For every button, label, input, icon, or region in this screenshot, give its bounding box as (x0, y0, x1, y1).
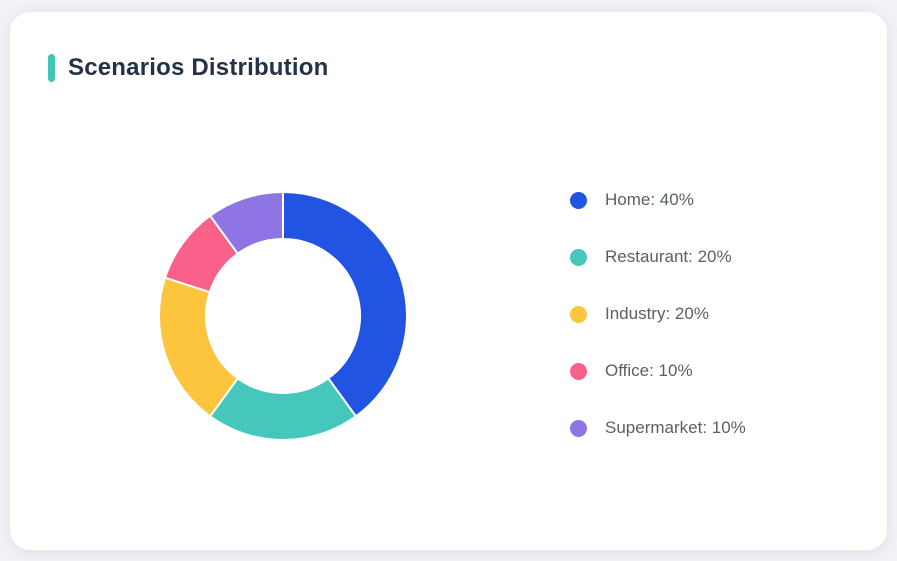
donut-segment-industry[interactable] (158, 276, 239, 418)
legend-item-home[interactable]: Home: 40% (570, 190, 746, 210)
legend-label-industry: Industry: 20% (605, 304, 709, 323)
donut-segment-home[interactable] (282, 191, 408, 418)
legend-dot-restaurant (570, 248, 587, 266)
donut-chart-svg (158, 191, 408, 441)
chart-legend: Home: 40% Restaurant: 20% Industry: 20% … (570, 190, 746, 438)
legend-dot-office (570, 362, 587, 380)
legend-item-industry[interactable]: Industry: 20% (570, 304, 746, 324)
legend-dot-supermarket (570, 419, 587, 437)
title-accent-bar (48, 54, 55, 82)
scenarios-distribution-card: Scenarios Distribution Home: 40% Restaur… (10, 12, 887, 550)
legend-dot-home (570, 191, 587, 209)
legend-item-supermarket[interactable]: Supermarket: 10% (570, 418, 746, 438)
legend-label-office: Office: 10% (605, 361, 693, 380)
legend-label-home: Home: 40% (605, 190, 694, 209)
card-header: Scenarios Distribution (48, 54, 328, 82)
legend-dot-industry (570, 305, 587, 323)
legend-label-restaurant: Restaurant: 20% (605, 247, 732, 266)
donut-chart (153, 186, 413, 446)
legend-item-office[interactable]: Office: 10% (570, 361, 746, 381)
legend-item-restaurant[interactable]: Restaurant: 20% (570, 247, 746, 267)
donut-segment-supermarket[interactable] (209, 191, 284, 255)
page-title: Scenarios Distribution (68, 54, 329, 81)
legend-label-supermarket: Supermarket: 10% (605, 418, 746, 437)
